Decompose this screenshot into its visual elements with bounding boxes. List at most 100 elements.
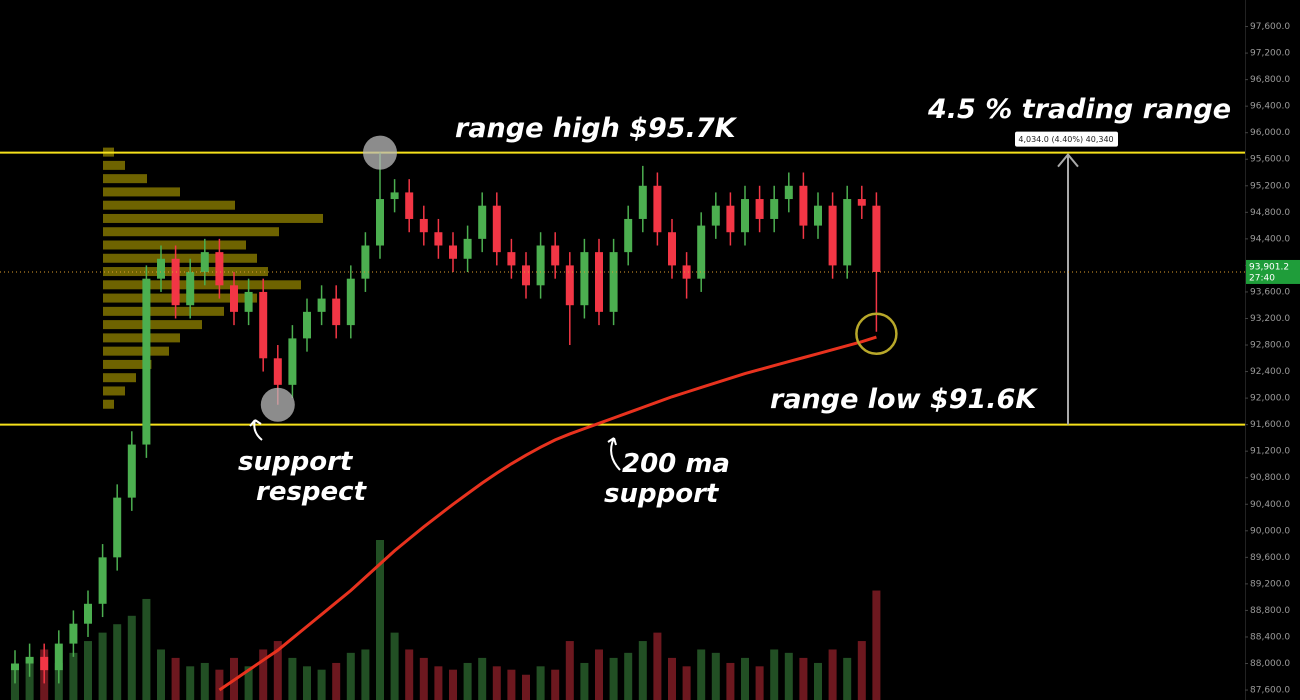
y-tick-label: 95,200.0 [1250,181,1290,191]
candle-body [814,205,822,226]
measure-label: 4,034.0 (4.40%) 40,340 [1018,135,1113,144]
candle-body [361,245,370,279]
price-tag [1246,259,1300,284]
y-tick-label: 90,400.0 [1250,500,1290,510]
y-tick-label: 88,400.0 [1250,632,1290,642]
profile-bar [103,359,152,369]
candle-body [857,199,866,206]
profile-bar [103,240,246,250]
y-tick-label: 93,600.0 [1250,287,1290,297]
y-tick-label: 96,800.0 [1250,75,1290,85]
volume-bar [376,540,384,700]
candle-body [390,192,399,200]
candle-body [200,252,209,273]
y-tick-label: 90,000.0 [1250,526,1290,536]
highlight [855,312,898,356]
volume-bar [741,657,749,700]
y-tick-label: 94,400.0 [1250,234,1290,244]
candle-body [478,205,487,239]
profile-bar [103,399,114,409]
volume-bar [157,649,165,700]
volume-bar [638,641,647,700]
volume-bar [390,632,399,700]
profile-bar [103,293,257,303]
volume-bar [536,666,545,700]
volume-bar [273,641,282,700]
candle-body [638,185,647,219]
volume-bar [332,662,341,700]
candle-body [273,358,282,385]
candle-body [215,252,224,286]
level-lines: 4,034.0 (4.40%) 40,340 [0,131,1245,426]
volume-bar [405,649,414,700]
candle-body [463,238,472,259]
candle-body [113,497,122,558]
y-tick-label: 91,200.0 [1250,447,1290,457]
candle-body [332,298,341,326]
candle-body [507,252,516,266]
candle-body [595,252,603,312]
y-tick-label: 92,000.0 [1250,394,1290,404]
candle-body [565,265,574,306]
volume-bar [770,649,779,700]
volume-bar [84,641,92,700]
annotation: range high $95.7K [455,113,738,144]
measure-arrowhead [1057,153,1079,168]
arrow [607,437,621,471]
candle-body [376,199,384,246]
candle-body [317,298,326,312]
candle-body [230,285,238,312]
y-tick-label: 88,800.0 [1250,606,1290,616]
highlight [260,387,295,422]
y-tick-label: 92,800.0 [1250,341,1290,351]
volume-bar [522,674,530,700]
volume-bar [98,632,107,700]
volume-bar [419,657,428,700]
volume-bar [69,652,78,700]
annotation: respect [256,477,368,507]
profile-bar [103,320,202,330]
candle-body [244,291,253,312]
volume-bar [215,669,224,700]
candles [11,152,881,684]
annotation: 4.5 % trading range [927,94,1231,125]
candle-body [668,232,676,266]
profile-bar [103,174,147,184]
highlight [363,135,397,170]
profile-bar [103,280,301,290]
volume-bar [317,669,326,700]
candle-body [741,199,749,233]
y-tick-label: 89,600.0 [1250,553,1290,563]
volume-bar [434,666,443,700]
volume-bar [171,657,180,700]
candle-body [449,245,457,259]
overlays: 93,901.227:40 [0,135,1300,692]
volume-bar [449,669,457,700]
volume-bar [288,657,297,700]
volume-bar [653,632,662,700]
volume-bar [697,649,706,700]
volume-bar [711,652,720,700]
candle-body [726,205,735,233]
y-tick-label: 90,800.0 [1250,473,1290,483]
candle-body [288,338,297,385]
candle-body [653,185,662,233]
annotation: support [238,447,354,477]
volume-bar [551,669,560,700]
candle-body [84,603,92,624]
volume-bar [843,657,852,700]
y-tick-label: 88,000.0 [1250,659,1290,669]
profile-bar [103,160,125,170]
y-tick-label: 91,600.0 [1250,420,1290,430]
volume-bar [799,657,808,700]
volume-bar [463,662,472,700]
candle-body [54,643,63,671]
volume-profile [103,147,323,409]
price-tag-countdown: 27:40 [1249,273,1275,283]
volume-bar [755,666,764,700]
y-tick-label: 96,000.0 [1250,128,1290,138]
ma200-line [218,335,877,692]
volume-pane [11,540,881,700]
